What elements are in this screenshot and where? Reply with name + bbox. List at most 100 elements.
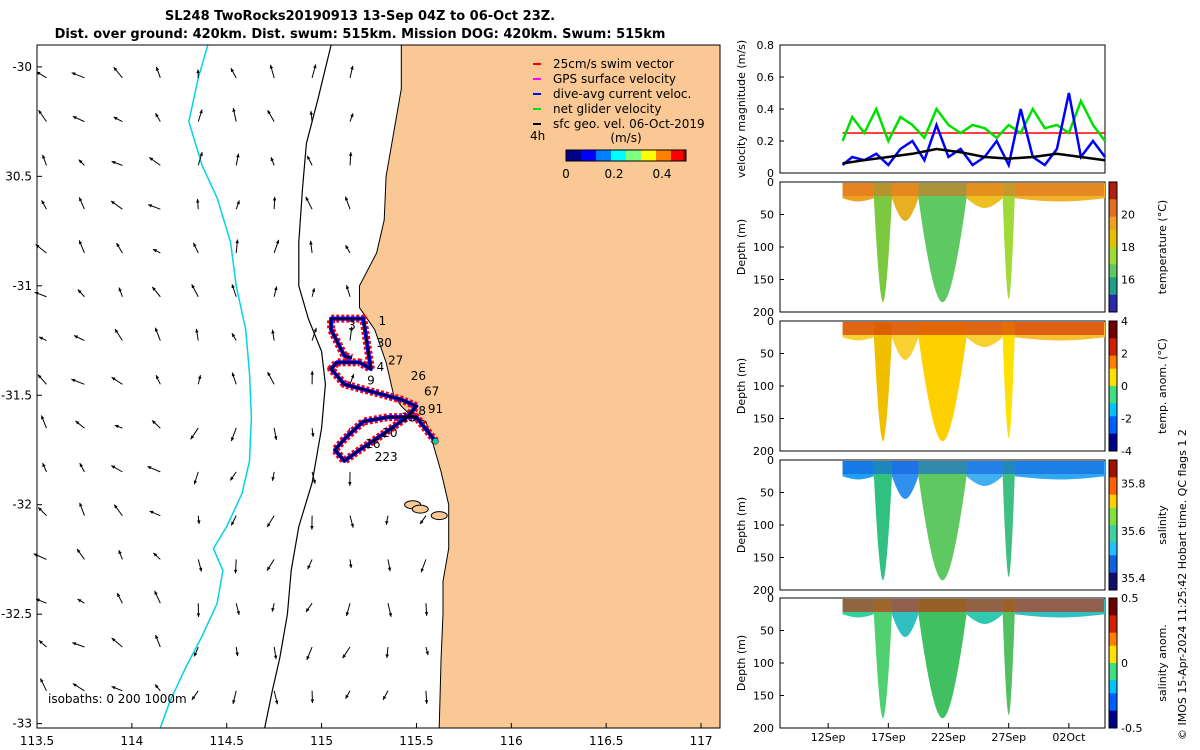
map-ytick-label: -31: [12, 279, 32, 293]
track-day-label: 27: [388, 354, 403, 368]
current-vector-head: [345, 612, 350, 616]
current-vector-head: [199, 152, 203, 157]
section-colorbar-segment: [1109, 460, 1117, 465]
section-colorbar-segment: [1109, 273, 1117, 278]
current-vector-head: [40, 678, 44, 683]
current-vector-head: [111, 638, 116, 642]
current-vector-head: [77, 599, 82, 603]
current-vector-head: [350, 65, 354, 70]
section-colorbar-segment: [1109, 264, 1117, 270]
section-colorbar-segment: [1109, 442, 1117, 448]
current-vector-head: [345, 245, 349, 250]
velocity-ytick-label: 0.6: [757, 71, 775, 84]
figure-title-line1: SL248 TwoRocks20190913 13-Sep 04Z to 06-…: [164, 9, 556, 24]
section-colorbar-segment: [1109, 355, 1117, 361]
section-colorbar-segment: [1109, 490, 1117, 496]
colorbar-segment: [674, 150, 678, 161]
current-vector-head: [39, 336, 44, 341]
section-colorbar-tick-label: 0: [1121, 380, 1128, 393]
isobath-200m: [264, 44, 332, 729]
section-panel-salinity_anom: 0 50 100 150 200 Depth (m) 0.5 0 -0.5 salinity an…: [735, 592, 1169, 735]
section-colorbar-segment: [1109, 658, 1117, 664]
current-vector-head: [118, 550, 122, 555]
current-vector-head: [383, 695, 387, 700]
current-vector-head: [236, 610, 240, 615]
section-colorbar-segment: [1109, 334, 1117, 339]
section-ytick-label: 0: [767, 592, 774, 605]
current-vector-head: [274, 286, 278, 291]
section-ytick-label: 150: [753, 552, 774, 565]
track-day-label: 20: [382, 426, 397, 440]
section-colorbar-segment: [1109, 386, 1117, 391]
section-colorbar-segment: [1109, 321, 1117, 326]
section-colorbar-segment: [1109, 286, 1117, 291]
section-colorbar-segment: [1109, 433, 1117, 439]
section-colorbar-segment: [1109, 425, 1117, 430]
current-vector-head: [79, 502, 83, 507]
current-vector-head: [231, 437, 235, 442]
current-vector-head: [231, 521, 235, 526]
current-vector-head: [195, 328, 199, 333]
section-colorbar-segment: [1109, 680, 1117, 686]
colorbar-segment: [596, 150, 600, 161]
colorbar-tick-label: 0.4: [652, 167, 671, 181]
current-vector-head: [38, 640, 43, 645]
section-colorbar-segment: [1109, 585, 1117, 591]
section-colorbar-segment: [1109, 325, 1117, 331]
section-colorbar-segment: [1109, 486, 1117, 491]
current-vector-head: [153, 249, 158, 253]
current-vector-head: [236, 200, 240, 205]
section-colorbar-segment: [1109, 559, 1117, 565]
section-colorbar-segment: [1109, 399, 1117, 404]
colorbar-segment: [653, 150, 657, 161]
section-data-band: [873, 322, 892, 442]
section-colorbar-segment: [1109, 277, 1117, 283]
map-xtick-label: 116: [500, 734, 523, 748]
velocity-panel: 0 0.2 0.4 0.6 0.8 velocity magnitude (m/s): [735, 39, 1106, 180]
current-vector-head: [313, 327, 317, 332]
section-colorbar-tick-label: 18: [1121, 241, 1135, 254]
surface-layer: [842, 183, 1104, 196]
section-colorbar-segment: [1109, 572, 1117, 578]
map-xtick-label: 115.5: [399, 734, 433, 748]
velocity-series-line: [842, 147, 1106, 165]
track-day-label: 91: [428, 402, 443, 416]
velocity-ytick-label: 0.8: [757, 39, 775, 52]
current-vector-head: [309, 240, 313, 245]
time-axis: 12Sep 17Sep 22Sep 27Sep 02Oct: [811, 723, 1086, 744]
section-data-band: [918, 461, 967, 581]
section-colorbar-segment: [1109, 611, 1117, 616]
current-vector-head: [424, 612, 429, 616]
colorbar-segment: [599, 150, 603, 161]
track-day-label: 4: [377, 360, 385, 374]
section-colorbar-tick-label: 2: [1121, 348, 1128, 361]
current-vector-head: [235, 239, 239, 244]
current-vector-head: [230, 476, 234, 481]
isobaths-label: isobaths: 0 200 1000m: [48, 692, 187, 706]
section-colorbar-segment: [1109, 221, 1117, 226]
current-vector-head: [155, 634, 159, 639]
colorbar-segment: [644, 150, 648, 161]
current-vector-head: [152, 286, 156, 291]
current-vector-head: [350, 113, 354, 118]
current-vector-head: [198, 567, 203, 572]
section-colorbar-segment: [1109, 338, 1117, 344]
section-colorbar-segment: [1109, 715, 1117, 720]
map-ytick-label: -30: [12, 60, 32, 74]
section-colorbar-segment: [1109, 598, 1117, 603]
track-day-label: 16: [365, 437, 380, 451]
section-colorbar-segment: [1109, 429, 1117, 435]
current-vector-head: [111, 200, 115, 205]
section-colorbar-segment: [1109, 637, 1117, 642]
section-colorbar-segment: [1109, 368, 1117, 374]
current-vector-head: [116, 242, 120, 247]
surface-layer: [842, 599, 1104, 612]
current-vector-head: [387, 567, 392, 572]
section-panel-salinity: 0 50 100 150 200 Depth (m) 35.8 35.6 35.4 salinit…: [735, 454, 1169, 597]
section-colorbar-segment: [1109, 420, 1117, 426]
current-vector-head: [42, 154, 46, 159]
current-vector-head: [269, 64, 274, 69]
current-vector-head: [348, 152, 353, 156]
current-vector-head: [311, 433, 315, 437]
